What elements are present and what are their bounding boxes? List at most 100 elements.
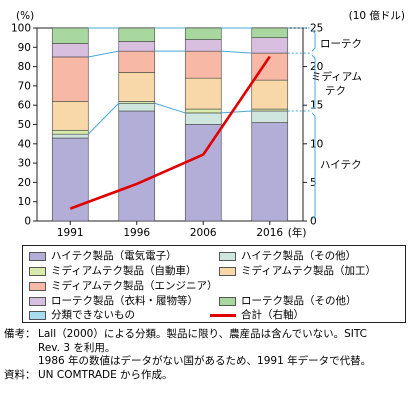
legend-swatch (219, 266, 236, 276)
bar-segment (51, 133, 89, 139)
bracket-label-tech: テク (325, 85, 346, 97)
note-biko-line1: Lall（2000）による分類。製品に限り、農産品は含んでいない。SITC (38, 328, 367, 340)
bar-segment (184, 27, 222, 40)
bracket-lowtech (311, 29, 316, 52)
legend-item-lowtech-other: ローテク製品（その他） (219, 294, 357, 308)
bar-segment (51, 137, 89, 222)
y-left-tick-label: 30 (18, 158, 31, 170)
legend-label: ミディアムテク製品（エンジニア） (51, 280, 218, 292)
bar-segment (51, 43, 89, 58)
total-line (69, 55, 271, 210)
legend-item-mediumtech-process: ミディアムテク製品（加工） (219, 264, 376, 278)
bar-segment (51, 101, 89, 131)
bar-stack-2016 (251, 27, 289, 222)
note-biko-line2: Rev. 3 を利用。 (38, 341, 116, 354)
note-biko-label: 備考： (4, 328, 36, 340)
group-boundary-line (154, 102, 186, 114)
y-right-tick-label: 10 (310, 138, 323, 150)
bar-stack-2006 (184, 27, 222, 222)
y-right-tick-label: 0 (310, 216, 317, 228)
legend-label: 分類できないもの (51, 309, 135, 321)
y-right-tick-label: 25 (310, 23, 323, 35)
y-left-tick-label: 50 (18, 119, 31, 131)
bracket-label-hightech: ハイテク (320, 159, 362, 171)
bar-segment (118, 102, 156, 112)
y-left-tick-label: 10 (18, 196, 31, 208)
bar-segment (118, 27, 156, 42)
x-tick-label: 1996 (123, 227, 150, 239)
legend-swatch (29, 251, 46, 261)
y-left-tick-label: 100 (11, 23, 31, 35)
legend: ハイテク製品（電気電子） ハイテク製品（その他） ミディアムテク製品（自動車） … (22, 245, 406, 323)
bar-segment (184, 124, 222, 222)
legend-swatch (219, 296, 236, 306)
x-tick-label: 2006 (190, 227, 217, 239)
bar-segment (184, 77, 222, 110)
x-tick-label: 2016 (256, 227, 283, 239)
bar-segment (118, 72, 156, 102)
y-left-tick-label: 40 (18, 138, 31, 150)
legend-line-swatch (210, 313, 236, 317)
bracket-mediumtech (311, 54, 316, 110)
y-right-tick-label: 20 (310, 61, 323, 73)
notes: 備考： Lall（2000）による分類。製品に限り、農産品は含んでいない。SIT… (4, 328, 408, 382)
y-left-unit: (%) (16, 10, 34, 22)
bracket-label-lowtech: ローテク (320, 38, 362, 50)
bar-segment (51, 27, 89, 44)
legend-item-hightech-other: ハイテク製品（その他） (219, 249, 356, 263)
bar-segment (118, 110, 156, 222)
legend-swatch (29, 310, 46, 320)
legend-label: ローテク製品（その他） (241, 295, 357, 307)
group-boundary-line (221, 110, 252, 114)
group-boundary-line (221, 50, 252, 54)
legend-item-mediumtech-auto: ミディアムテク製品（自動車） (29, 264, 197, 278)
bar-segment (251, 79, 289, 110)
bar-segment (251, 27, 289, 38)
group-boundary-line (87, 102, 120, 135)
y-right-tick-label: 15 (310, 100, 323, 112)
note-biko-line3: 1986 年の数値はデータがない国があるため、1991 年データで代替。 (38, 355, 372, 367)
y-right-tick-label: 5 (310, 177, 317, 189)
bar-segment (51, 129, 89, 135)
bar-stack-1996 (118, 27, 156, 222)
bar-segment (251, 110, 289, 123)
y-left-tick-label: 70 (18, 80, 31, 92)
note-shiryo-row: 資料： UN COMTRADE から作成。 (4, 369, 408, 383)
note-shiryo-line: UN COMTRADE から作成。 (38, 368, 173, 381)
legend-item-mediumtech-engineering: ミディアムテク製品（エンジニア） (29, 279, 218, 293)
bar-segment (184, 39, 222, 52)
y-left-tick-label: 60 (18, 100, 31, 112)
legend-item-hightech-electronics: ハイテク製品（電気電子） (29, 249, 177, 263)
bar-segment (118, 50, 156, 73)
y-left-tick-label: 0 (24, 216, 31, 228)
stacked-bar-chart: 0 10 20 30 40 50 60 70 80 90 100 0 5 10 15 20 25 1991 1996… (11, 9, 405, 239)
bar-segment (184, 108, 222, 114)
bar-stack-1991 (51, 27, 89, 222)
legend-item-total-line: 合計（右軸） (210, 308, 304, 322)
legend-swatch (29, 296, 46, 306)
note-shiryo-label: 資料： (4, 368, 36, 381)
legend-label: ミディアムテク製品（加工） (241, 265, 377, 277)
bar-segment (184, 112, 222, 125)
legend-label: ミディアムテク製品（自動車） (51, 265, 197, 277)
bar-segment (251, 122, 289, 222)
y-left-tick-label: 20 (18, 177, 31, 189)
x-tick-label: 1991 (57, 227, 84, 239)
legend-item-unclassified: 分類できないもの (29, 308, 135, 322)
bar-segment (51, 56, 89, 102)
legend-label: ハイテク製品（その他） (241, 250, 357, 262)
legend-label: 合計（右軸） (241, 309, 304, 321)
bracket-label-medium: ミディアム (311, 70, 362, 83)
legend-label: ハイテク製品（電気電子） (51, 250, 177, 262)
legend-item-lowtech-apparel: ローテク製品（衣料・履物等） (29, 294, 198, 308)
y-left-tick-label: 90 (18, 42, 31, 54)
bracket-hightech (311, 112, 316, 220)
legend-swatch (219, 251, 236, 261)
y-left-tick-label: 80 (18, 61, 31, 73)
bar-segment (184, 50, 222, 79)
y-right-unit: (10 億ドル) (349, 9, 405, 22)
legend-swatch (29, 266, 46, 276)
note-biko-row: 備考： Lall（2000）による分類。製品に限り、農産品は含んでいない。SIT… (4, 328, 408, 342)
bar-segment (251, 37, 289, 54)
